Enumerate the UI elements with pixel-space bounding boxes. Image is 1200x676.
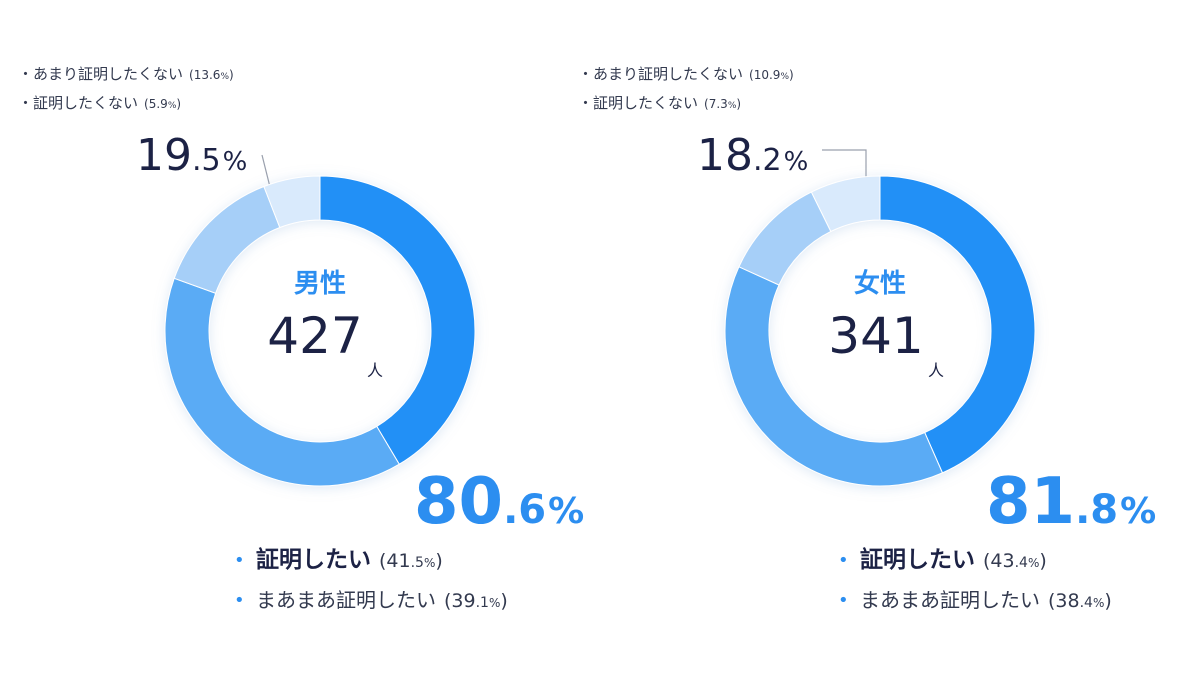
- chart-female: ・あまり証明したくない (10.9%) ・証明したくない (7.3%) 18.2% …: [578, 65, 1156, 612]
- respondent-unit: 人: [367, 361, 383, 380]
- bottom-legend-item: まあまあ証明したい (39.1%): [256, 588, 508, 612]
- donut-slice-somewhat-not: [173, 185, 281, 294]
- donut-slice-not-want: [810, 175, 881, 233]
- donut-slice-somewhat-want: [164, 277, 400, 487]
- donut-ring: [164, 175, 476, 487]
- not-want-total: 19.5%: [136, 130, 247, 181]
- top-legend-item: ・あまり証明したくない (10.9%): [578, 65, 794, 83]
- donut-slice-very-want: [319, 175, 476, 465]
- top-legend-item: ・証明したくない (5.9%): [18, 94, 181, 112]
- donut-slice-very-want: [879, 175, 1036, 474]
- bottom-legend-bullet: •: [838, 550, 849, 571]
- not-want-total: 18.2%: [697, 130, 808, 181]
- donut-slice-somewhat-want: [724, 266, 944, 487]
- center-label: 男性: [294, 269, 346, 299]
- top-legend-item: ・証明したくない (7.3%): [578, 94, 741, 112]
- want-total: 81.8%: [986, 465, 1156, 539]
- respondent-unit: 人: [928, 361, 944, 380]
- respondent-count: 427: [267, 307, 362, 365]
- donut-slice-not-want: [263, 175, 321, 229]
- bottom-legend-bullet: •: [234, 590, 245, 611]
- bottom-legend-item: まあまあ証明したい (38.4%): [860, 588, 1112, 612]
- chart-male: ・あまり証明したくない (13.6%) ・証明したくない (5.9%) 19.5% …: [18, 65, 584, 612]
- respondent-count: 341: [828, 307, 923, 365]
- bottom-legend-bullet: •: [838, 590, 849, 611]
- want-total: 80.6%: [414, 465, 584, 539]
- donut-slice-somewhat-not: [738, 191, 832, 286]
- bottom-legend-item: 証明したい (43.4%): [860, 546, 1047, 573]
- top-legend-item: ・あまり証明したくない (13.6%): [18, 65, 234, 83]
- bottom-legend-item: 証明したい (41.5%): [256, 546, 443, 573]
- bottom-legend-bullet: •: [234, 550, 245, 571]
- center-label: 女性: [854, 268, 906, 299]
- donut-ring: [724, 175, 1036, 487]
